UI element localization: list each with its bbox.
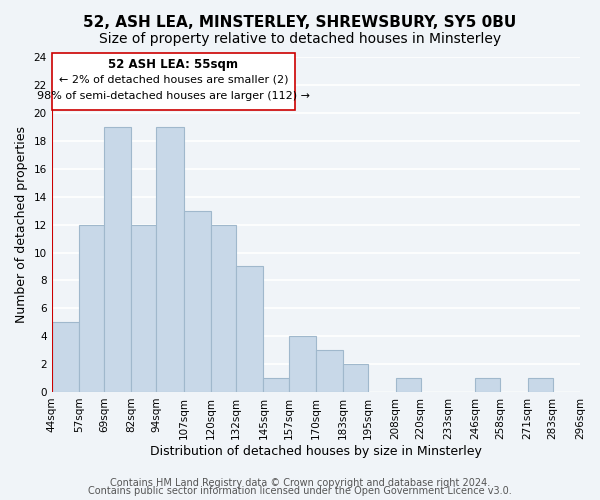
Text: 98% of semi-detached houses are larger (112) →: 98% of semi-detached houses are larger (… <box>37 92 310 102</box>
Text: Size of property relative to detached houses in Minsterley: Size of property relative to detached ho… <box>99 32 501 46</box>
Text: 52 ASH LEA: 55sqm: 52 ASH LEA: 55sqm <box>108 58 238 71</box>
FancyBboxPatch shape <box>52 53 295 110</box>
Bar <box>289 336 316 392</box>
Text: 52, ASH LEA, MINSTERLEY, SHREWSBURY, SY5 0BU: 52, ASH LEA, MINSTERLEY, SHREWSBURY, SY5… <box>83 15 517 30</box>
Bar <box>236 266 263 392</box>
Bar <box>104 127 131 392</box>
Bar <box>343 364 368 392</box>
Text: Contains public sector information licensed under the Open Government Licence v3: Contains public sector information licen… <box>88 486 512 496</box>
Bar <box>52 322 79 392</box>
X-axis label: Distribution of detached houses by size in Minsterley: Distribution of detached houses by size … <box>150 444 482 458</box>
Bar <box>211 224 236 392</box>
Bar <box>475 378 500 392</box>
Bar <box>157 127 184 392</box>
Bar <box>263 378 289 392</box>
Bar <box>79 224 104 392</box>
Bar <box>395 378 421 392</box>
Y-axis label: Number of detached properties: Number of detached properties <box>15 126 28 323</box>
Bar <box>527 378 553 392</box>
Text: ← 2% of detached houses are smaller (2): ← 2% of detached houses are smaller (2) <box>59 74 288 85</box>
Bar <box>184 210 211 392</box>
Text: Contains HM Land Registry data © Crown copyright and database right 2024.: Contains HM Land Registry data © Crown c… <box>110 478 490 488</box>
Bar <box>316 350 343 392</box>
Bar <box>131 224 157 392</box>
